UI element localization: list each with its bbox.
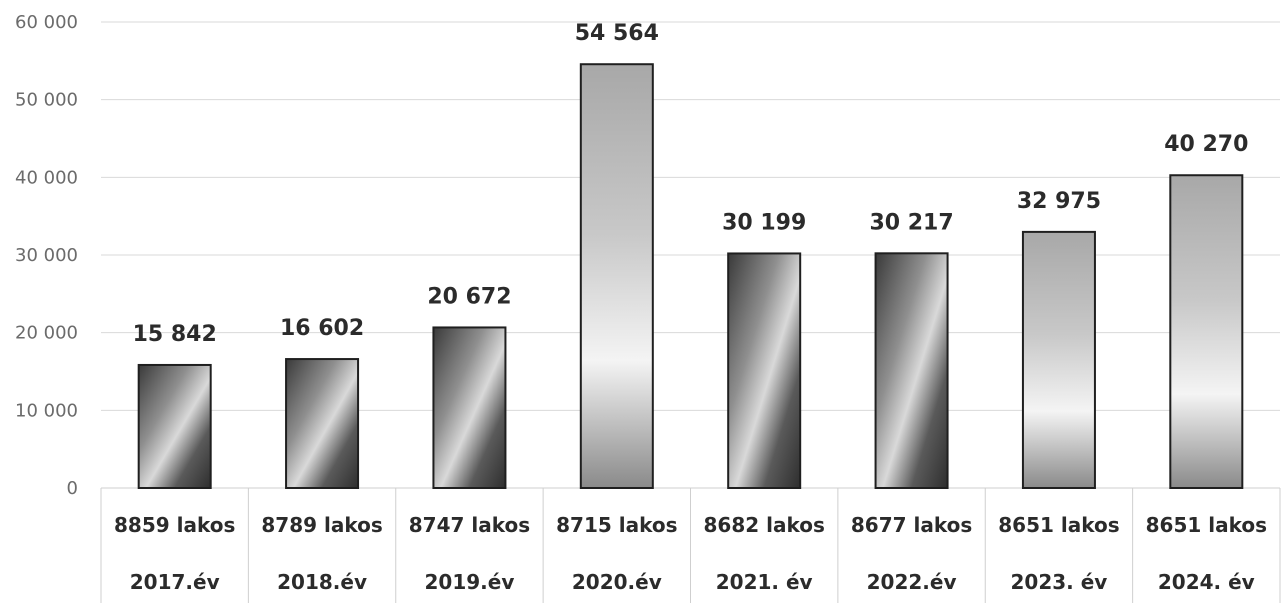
- category-year-label: 2018.év: [277, 570, 367, 594]
- category-year-label: 2019.év: [425, 570, 515, 594]
- category-year-label: 2017.év: [130, 570, 220, 594]
- category-population-label: 8789 lakos: [261, 513, 382, 537]
- y-tick-label: 10 000: [15, 400, 78, 421]
- y-axis: 0 10 000 20 000 30 000 40 000 50 000 60 000: [15, 12, 78, 499]
- category-population-label: 8859 lakos: [114, 513, 235, 537]
- bar-value-label: 40 270: [1164, 132, 1248, 157]
- y-tick-label: 30 000: [15, 245, 78, 266]
- y-tick-label: 50 000: [15, 90, 78, 111]
- category-population-label: 8677 lakos: [851, 513, 972, 537]
- bar: [1021, 230, 1096, 489]
- category-population-label: 8747 lakos: [409, 513, 530, 537]
- bar: [137, 363, 212, 490]
- category-population-label: 8651 lakos: [1146, 513, 1267, 537]
- data-labels: 15 842 16 602 20 672 54 564 30 199 30 217 32 9…: [133, 21, 1249, 347]
- category-year-label: 2023. év: [1011, 570, 1108, 594]
- bar-value-label: 30 217: [869, 210, 953, 235]
- category-year-label: 2024. év: [1158, 570, 1255, 594]
- bar: [874, 252, 949, 489]
- bar-value-label: 15 842: [133, 322, 217, 347]
- category-year-label: 2022.év: [867, 570, 957, 594]
- gridlines: [101, 21, 1280, 489]
- y-tick-label: 60 000: [15, 12, 78, 33]
- bar: [727, 252, 802, 489]
- bar: [285, 358, 360, 489]
- bar: [1169, 174, 1244, 489]
- category-year-label: 2020.év: [572, 570, 662, 594]
- category-population-label: 8651 lakos: [998, 513, 1119, 537]
- category-population-label: 8715 lakos: [556, 513, 677, 537]
- bars: [137, 63, 1244, 490]
- y-tick-label: 20 000: [15, 323, 78, 344]
- y-tick-label: 40 000: [15, 167, 78, 188]
- bar: [432, 326, 507, 490]
- bar-value-label: 30 199: [722, 210, 806, 235]
- bar-value-label: 32 975: [1017, 189, 1101, 214]
- bar-value-label: 54 564: [575, 21, 659, 46]
- y-tick-label: 0: [67, 478, 78, 499]
- bar-value-label: 16 602: [280, 316, 364, 341]
- category-population-label: 8682 lakos: [703, 513, 824, 537]
- bar-value-label: 20 672: [427, 284, 511, 309]
- x-axis: 8859 lakos 2017.év 8789 lakos 2018.év 8747 l…: [114, 513, 1267, 594]
- bar: [579, 63, 654, 489]
- category-year-label: 2021. év: [716, 570, 813, 594]
